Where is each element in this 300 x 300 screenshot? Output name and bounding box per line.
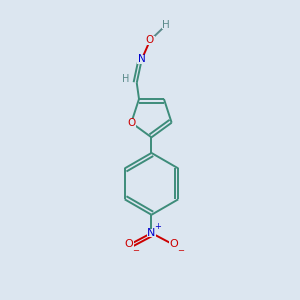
FancyBboxPatch shape bbox=[121, 75, 130, 83]
Text: O: O bbox=[124, 239, 133, 249]
FancyBboxPatch shape bbox=[124, 240, 134, 249]
Text: +: + bbox=[154, 222, 161, 231]
Text: O: O bbox=[146, 35, 154, 46]
Text: O: O bbox=[127, 118, 135, 128]
FancyBboxPatch shape bbox=[162, 20, 171, 29]
FancyBboxPatch shape bbox=[137, 55, 146, 64]
Text: O: O bbox=[170, 239, 178, 249]
FancyBboxPatch shape bbox=[145, 36, 155, 45]
Text: N: N bbox=[147, 228, 156, 238]
Text: H: H bbox=[162, 20, 170, 30]
FancyBboxPatch shape bbox=[147, 229, 156, 238]
Text: H: H bbox=[122, 74, 129, 84]
Text: −: − bbox=[132, 246, 139, 255]
FancyBboxPatch shape bbox=[169, 240, 179, 249]
Text: −: − bbox=[177, 246, 184, 255]
Text: N: N bbox=[138, 54, 146, 64]
FancyBboxPatch shape bbox=[127, 119, 136, 128]
